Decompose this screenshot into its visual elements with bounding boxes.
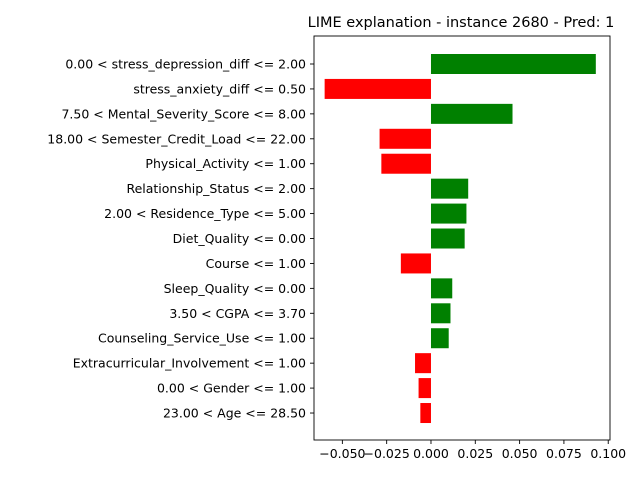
chart-title: LIME explanation - instance 2680 - Pred:… (308, 15, 615, 31)
y-tick-label: Diet_Quality <= 0.00 (173, 231, 306, 246)
y-tick-label: 2.00 < Residence_Type <= 5.00 (104, 206, 306, 221)
x-tick-label: 0.000 (413, 446, 449, 461)
bars-layer (324, 54, 596, 424)
x-tick-label: −0.050 (319, 446, 365, 461)
bar-9 (430, 278, 453, 299)
bar-5 (430, 178, 469, 199)
bar-4 (381, 153, 431, 174)
y-tick-label: Physical_Activity <= 1.00 (145, 156, 306, 171)
y-tick-label: 0.00 < stress_depression_diff <= 2.00 (65, 57, 306, 72)
y-tick-label: 18.00 < Semester_Credit_Load <= 22.00 (47, 131, 306, 146)
plot-frame (313, 35, 611, 441)
x-tick-label: 0.100 (590, 446, 626, 461)
bar-8 (400, 253, 431, 274)
y-tick-label: 0.00 < Gender <= 1.00 (157, 381, 306, 396)
y-tick-label: stress_anxiety_diff <= 0.50 (133, 81, 306, 96)
bar-0 (430, 54, 596, 74)
bar-7 (430, 228, 465, 249)
bar-14 (420, 403, 431, 424)
x-axis: −0.050−0.025 0.000 0.025 0.050 0.075 0.100 (319, 440, 626, 461)
x-tick-label: 0.075 (546, 446, 582, 461)
y-tick-label: 23.00 < Age <= 28.50 (163, 406, 306, 421)
bar-11 (430, 328, 449, 349)
bar-12 (415, 353, 431, 374)
y-tick-labels: 0.00 < stress_depression_diff <= 2.00 str… (47, 57, 314, 421)
bar-1 (324, 78, 431, 99)
x-tick-label: −0.025 (364, 446, 410, 461)
bar-13 (418, 378, 431, 399)
x-tick-label: 0.025 (457, 446, 493, 461)
y-tick-label: Extracurricular_Involvement <= 1.00 (73, 356, 306, 371)
bar-10 (430, 303, 451, 324)
y-tick-label: Relationship_Status <= 2.00 (126, 181, 306, 196)
bar-6 (430, 203, 467, 224)
y-tick-label: 7.50 < Mental_Severity_Score <= 8.00 (61, 106, 306, 121)
y-tick-label: 3.50 < CGPA <= 3.70 (169, 306, 306, 321)
y-tick-label: Course <= 1.00 (206, 256, 306, 271)
y-tick-label: Sleep_Quality <= 0.00 (164, 281, 306, 296)
bar-3 (379, 128, 431, 149)
y-tick-label: Counseling_Service_Use <= 1.00 (98, 331, 306, 346)
bar-2 (430, 103, 513, 124)
x-tick-label: 0.050 (502, 446, 538, 461)
